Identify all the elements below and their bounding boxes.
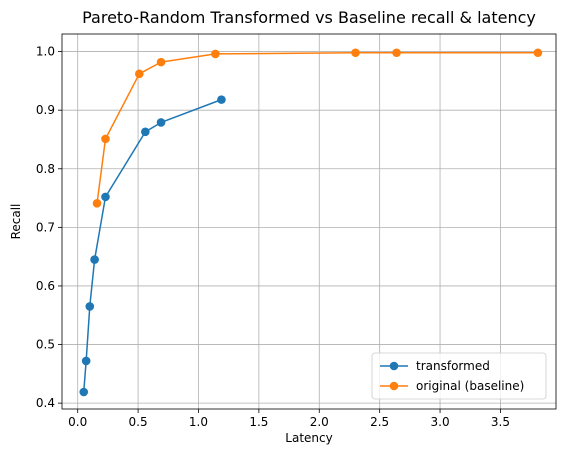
data-point: [392, 48, 401, 58]
data-point: [217, 95, 226, 104]
y-tick-label: 0.6: [36, 279, 55, 293]
data-point: [533, 48, 543, 58]
y-axis-label: Recall: [9, 204, 23, 240]
x-tick-label: 1.0: [189, 415, 208, 429]
x-tick-label: 0.5: [129, 415, 148, 429]
data-point: [101, 134, 110, 144]
legend: transformed original (baseline): [371, 352, 547, 400]
y-tick-label: 0.7: [36, 220, 55, 234]
data-point: [211, 49, 220, 59]
x-tick-label: 2.0: [310, 415, 329, 429]
legend-box: [371, 352, 547, 400]
data-point: [79, 387, 89, 397]
plot-frame: [61, 33, 557, 410]
data-point: [101, 192, 110, 202]
data-point: [351, 48, 360, 58]
y-axis: 0.4 0.5 0.6 0.7 0.8 0.9 1.0: [36, 45, 62, 410]
data-point: [92, 199, 102, 208]
x-axis: 0.0 0.5 1.0 1.5 2.0 2.5 3.0 3.5: [68, 409, 510, 429]
y-tick-label: 0.4: [36, 396, 55, 410]
data-point: [156, 118, 166, 127]
data-point: [156, 57, 166, 67]
y-tick-label: 0.8: [36, 162, 55, 176]
series-group: [79, 48, 543, 397]
y-tick-label: 0.9: [36, 103, 55, 117]
grid-lines: [62, 34, 556, 409]
y-tick-label: 0.5: [36, 338, 55, 352]
data-point: [85, 302, 95, 311]
x-tick-label: 3.5: [491, 415, 510, 429]
series-1: [79, 95, 226, 397]
data-point: [90, 255, 99, 264]
legend-item: transformed: [380, 359, 490, 373]
x-tick-label: 3.0: [431, 415, 450, 429]
x-axis-label: Latency: [285, 431, 332, 445]
legend-item: original (baseline): [380, 379, 524, 393]
chart-title: Pareto-Random Transformed vs Baseline re…: [82, 8, 536, 27]
legend-label: transformed: [416, 359, 490, 373]
series-line: [96, 52, 538, 204]
legend-label: original (baseline): [416, 379, 524, 393]
legend-swatch-marker: [389, 361, 399, 371]
x-tick-label: 0.0: [68, 415, 87, 429]
series-2: [92, 48, 543, 208]
data-point: [81, 356, 91, 366]
x-tick-label: 2.5: [370, 415, 389, 429]
data-point: [141, 127, 150, 137]
data-point: [135, 69, 144, 79]
x-tick-label: 1.5: [249, 415, 268, 429]
y-tick-label: 1.0: [36, 45, 55, 59]
legend-swatch-marker: [389, 381, 399, 391]
